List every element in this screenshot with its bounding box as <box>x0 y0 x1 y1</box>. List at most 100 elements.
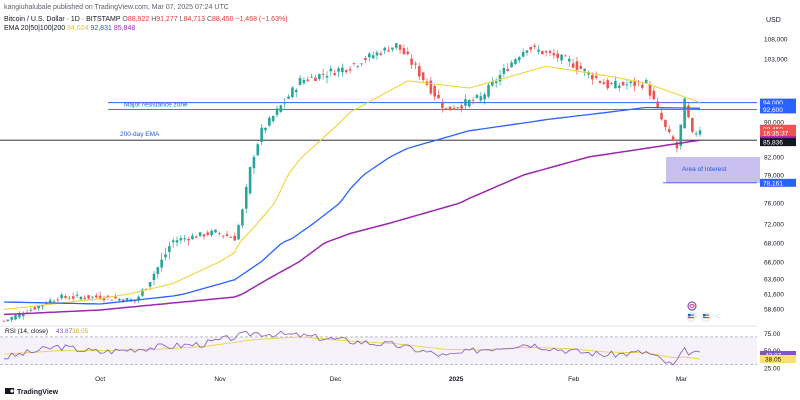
candle-body[interactable] <box>64 295 67 298</box>
candle-body[interactable] <box>268 117 271 126</box>
candle-body[interactable] <box>252 157 256 169</box>
candle-body[interactable] <box>179 238 183 241</box>
candle-body[interactable] <box>321 74 325 75</box>
candle-body[interactable] <box>664 119 667 128</box>
candle-body[interactable] <box>375 52 379 56</box>
candle-body[interactable] <box>60 294 63 299</box>
candle-body[interactable] <box>687 105 690 118</box>
candle-body[interactable] <box>564 55 567 57</box>
candle-body[interactable] <box>591 74 594 80</box>
candle-body[interactable] <box>402 48 406 55</box>
candle-body[interactable] <box>571 63 575 68</box>
candle-body[interactable] <box>221 235 225 237</box>
candle-body[interactable] <box>91 296 94 298</box>
candle-body[interactable] <box>575 61 579 70</box>
candle-body[interactable] <box>648 84 652 96</box>
candle-body[interactable] <box>341 67 344 73</box>
candle-body[interactable] <box>548 51 552 53</box>
candle-body[interactable] <box>121 299 125 302</box>
candle-body[interactable] <box>298 77 302 86</box>
candle-body[interactable] <box>460 105 463 109</box>
candle-body[interactable] <box>37 305 40 309</box>
candle-body[interactable] <box>698 130 702 135</box>
candle-body[interactable] <box>210 230 213 236</box>
candle-body[interactable] <box>502 67 506 74</box>
candle-body[interactable] <box>360 63 363 65</box>
candle-body[interactable] <box>291 87 294 98</box>
candle-body[interactable] <box>348 69 352 71</box>
candle-body[interactable] <box>387 50 390 52</box>
candle-body[interactable] <box>164 254 167 258</box>
candle-body[interactable] <box>33 307 37 310</box>
candle-body[interactable] <box>118 298 121 301</box>
candle-body[interactable] <box>306 79 310 81</box>
ema20-line[interactable] <box>3 65 701 311</box>
candle-body[interactable] <box>560 54 563 61</box>
event-marker-icon[interactable] <box>687 301 697 311</box>
candle-body[interactable] <box>194 236 198 238</box>
candle-body[interactable] <box>344 70 348 72</box>
candle-body[interactable] <box>629 81 633 84</box>
candle-body[interactable] <box>256 144 260 156</box>
candle-body[interactable] <box>641 84 644 88</box>
candle-body[interactable] <box>218 233 221 235</box>
candle-body[interactable] <box>71 296 75 299</box>
candle-body[interactable] <box>275 108 279 115</box>
candle-body[interactable] <box>625 84 629 86</box>
candle-body[interactable] <box>187 238 190 241</box>
candle-body[interactable] <box>552 53 556 56</box>
candle-body[interactable] <box>352 63 356 64</box>
candle-body[interactable] <box>102 298 106 301</box>
candle-body[interactable] <box>94 295 98 298</box>
candle-body[interactable] <box>521 51 525 57</box>
candle-body[interactable] <box>287 96 290 99</box>
candle-body[interactable] <box>537 49 540 52</box>
candle-body[interactable] <box>533 45 536 47</box>
candle-body[interactable] <box>106 295 110 297</box>
candle-body[interactable] <box>98 295 102 300</box>
candle-body[interactable] <box>614 80 617 89</box>
candle-body[interactable] <box>398 44 402 50</box>
candle-body[interactable] <box>667 129 671 133</box>
candle-body[interactable] <box>541 50 544 55</box>
candle-body[interactable] <box>483 94 486 100</box>
candle-body[interactable] <box>694 133 698 135</box>
candle-body[interactable] <box>264 127 267 131</box>
candle-body[interactable] <box>279 105 283 113</box>
candle-body[interactable] <box>271 115 275 122</box>
candle-body[interactable] <box>487 84 490 97</box>
candle-body[interactable] <box>260 127 263 142</box>
candle-body[interactable] <box>214 229 217 233</box>
candle-body[interactable] <box>310 76 313 78</box>
candle-body[interactable] <box>14 315 17 320</box>
candle-body[interactable] <box>471 100 475 101</box>
candle-body[interactable] <box>283 102 287 104</box>
candle-body[interactable] <box>448 106 452 111</box>
candle-body[interactable] <box>479 96 483 101</box>
candle-body[interactable] <box>314 77 317 81</box>
candle-body[interactable] <box>652 90 656 100</box>
candle-body[interactable] <box>441 102 444 108</box>
candle-body[interactable] <box>510 62 513 68</box>
candle-body[interactable] <box>437 94 440 99</box>
candle-body[interactable] <box>491 81 494 86</box>
candle-body[interactable] <box>144 288 148 290</box>
candle-body[interactable] <box>325 76 329 78</box>
candle-body[interactable] <box>579 66 583 69</box>
ema200-line[interactable] <box>3 139 701 316</box>
candle-body[interactable] <box>10 317 13 320</box>
candle-body[interactable] <box>456 107 460 109</box>
candle-body[interactable] <box>598 80 602 83</box>
candle-body[interactable] <box>137 296 140 300</box>
candle-body[interactable] <box>644 79 648 83</box>
candle-body[interactable] <box>417 66 421 77</box>
candle-body[interactable] <box>633 81 636 87</box>
candle-body[interactable] <box>294 89 298 92</box>
candle-body[interactable] <box>237 225 240 240</box>
candle-body[interactable] <box>683 98 686 129</box>
candle-body[interactable] <box>206 232 210 235</box>
candle-body[interactable] <box>602 82 606 85</box>
candle-body[interactable] <box>248 167 252 194</box>
candle-body[interactable] <box>498 74 502 82</box>
candle-body[interactable] <box>364 58 367 60</box>
